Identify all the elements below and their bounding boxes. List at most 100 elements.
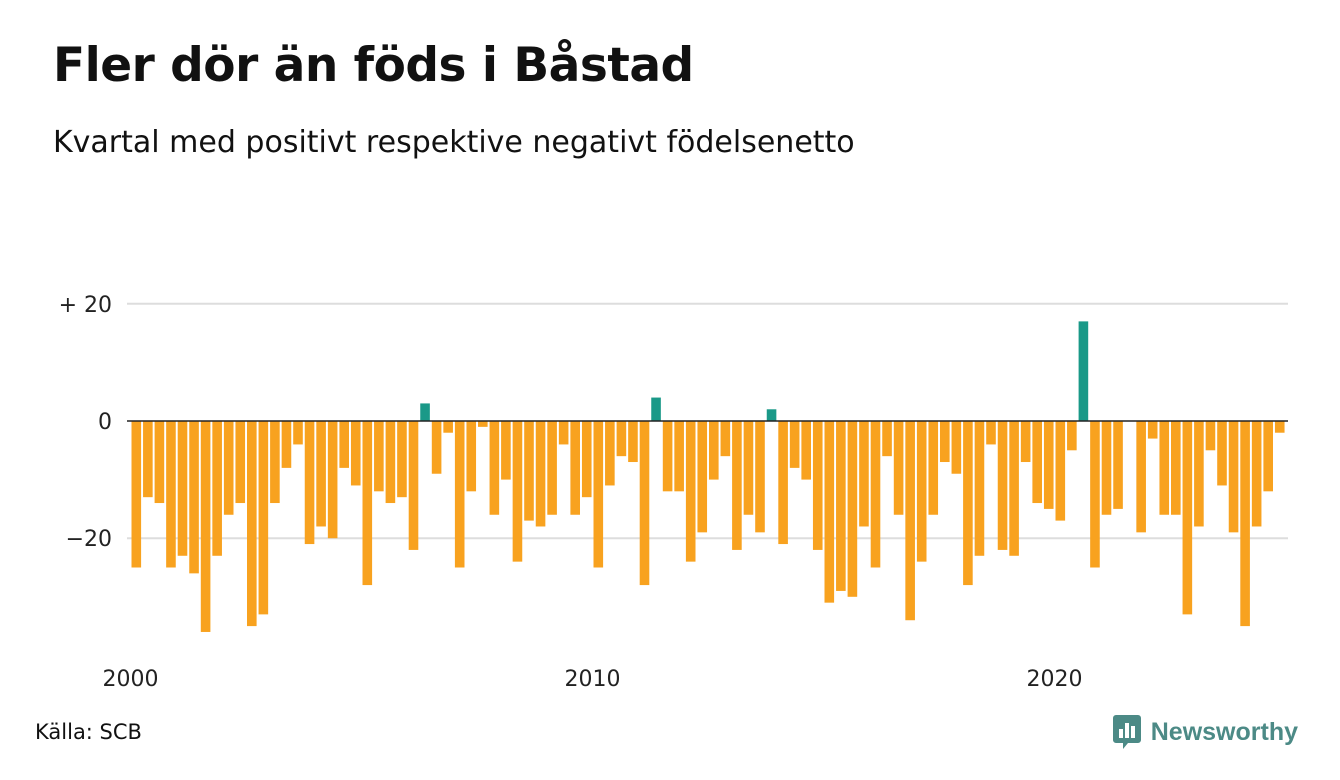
- bar-negative: [639, 421, 650, 586]
- bar-negative: [836, 421, 846, 591]
- bar-negative: [1101, 421, 1112, 515]
- bar-negative: [859, 421, 869, 527]
- bar-negative: [605, 421, 615, 486]
- bar-negative: [1205, 421, 1216, 451]
- source-note: Källa: SCB: [35, 720, 142, 744]
- bar-negative: [212, 421, 222, 556]
- bar-negative: [1159, 421, 1170, 515]
- bar-negative: [570, 421, 580, 515]
- bar-negative: [697, 421, 708, 533]
- bar-negative: [986, 421, 996, 445]
- bar-negative: [778, 421, 788, 545]
- bar-negative: [478, 421, 488, 427]
- bar-negative: [339, 421, 349, 468]
- bars: [131, 321, 1285, 632]
- bar-negative: [1136, 421, 1146, 533]
- bar-negative: [131, 421, 142, 568]
- bar-negative: [824, 421, 835, 603]
- bar-negative: [501, 421, 511, 480]
- bar-negative: [547, 421, 557, 515]
- chart-subtitle: Kvartal med positivt respektive negativt…: [53, 125, 855, 160]
- bar-negative: [1147, 421, 1158, 439]
- x-tick-label: 2020: [1027, 667, 1083, 692]
- bar-negative: [443, 421, 453, 433]
- bar-negative: [916, 421, 927, 562]
- bar-negative: [1263, 421, 1273, 492]
- x-axis-ticks: 2000 2010 2020: [103, 667, 1083, 692]
- bar-negative: [674, 421, 684, 492]
- bar-negative: [223, 421, 234, 515]
- bar-negative: [905, 421, 915, 621]
- bar-negative: [1171, 421, 1181, 515]
- bar-negative: [1090, 421, 1100, 568]
- bar-negative: [662, 421, 673, 492]
- chart-title: Fler dör än föds i Båstad: [53, 38, 694, 93]
- bar-negative: [997, 421, 1008, 550]
- bar-negative: [1182, 421, 1193, 615]
- newsworthy-logo-icon: [1112, 715, 1141, 749]
- bar-negative: [362, 421, 373, 586]
- bar-negative: [431, 421, 442, 474]
- bar-negative: [1055, 421, 1066, 521]
- y-axis-ticks: + 20 0 −20: [59, 293, 112, 552]
- bar-negative: [535, 421, 546, 527]
- bar-negative: [801, 421, 811, 480]
- bar-negative: [327, 421, 338, 539]
- bar-negative: [628, 421, 638, 463]
- bar-negative: [1251, 421, 1262, 527]
- bar-negative: [755, 421, 765, 533]
- bar-negative: [512, 421, 523, 562]
- bar-negative: [408, 421, 419, 550]
- bar-negative: [1043, 421, 1054, 509]
- bar-negative: [143, 421, 153, 498]
- bar-negative: [258, 421, 269, 615]
- bar-negative: [1009, 421, 1019, 556]
- bar-negative: [166, 421, 176, 568]
- bar-negative: [189, 421, 199, 574]
- bar-negative: [743, 421, 754, 515]
- bar-negative: [1032, 421, 1042, 504]
- bar-positive: [1078, 321, 1089, 421]
- bar-negative: [974, 421, 985, 556]
- bar-negative: [928, 421, 939, 515]
- bar-negative: [350, 421, 361, 486]
- bar-positive: [766, 409, 777, 421]
- bar-negative: [882, 421, 892, 457]
- bar-negative: [281, 421, 292, 468]
- bar-negative: [374, 421, 384, 492]
- bar-negative: [1274, 421, 1285, 433]
- bar-negative: [1194, 421, 1204, 527]
- y-tick-label: + 20: [59, 293, 112, 318]
- bar-positive: [420, 403, 430, 421]
- bar-negative: [1240, 421, 1250, 627]
- bar-negative: [940, 421, 950, 463]
- bar-negative: [235, 421, 246, 504]
- bar-negative: [1113, 421, 1123, 509]
- bar-negative: [293, 421, 303, 445]
- bar-negative: [1217, 421, 1227, 486]
- bar-negative: [593, 421, 604, 568]
- bar-negative: [385, 421, 396, 504]
- brand-logo: Newsworthy: [1112, 713, 1298, 751]
- bar-negative: [177, 421, 188, 556]
- bar-negative: [732, 421, 742, 550]
- bar-negative: [789, 421, 800, 468]
- bar-negative: [709, 421, 719, 480]
- bar-negative: [1020, 421, 1031, 463]
- y-tick-label: −20: [66, 527, 112, 552]
- bar-negative: [893, 421, 904, 515]
- x-tick-label: 2010: [565, 667, 621, 692]
- bar-negative: [616, 421, 627, 457]
- bar-negative: [200, 421, 211, 632]
- bar-negative: [581, 421, 592, 498]
- bar-negative: [316, 421, 326, 527]
- bar-negative: [524, 421, 534, 521]
- bar-negative: [1067, 421, 1077, 451]
- bar-negative: [720, 421, 731, 457]
- bar-negative: [951, 421, 962, 474]
- bar-negative: [270, 421, 280, 504]
- bar-negative: [812, 421, 823, 550]
- bar-negative: [154, 421, 165, 504]
- x-tick-label: 2000: [103, 667, 159, 692]
